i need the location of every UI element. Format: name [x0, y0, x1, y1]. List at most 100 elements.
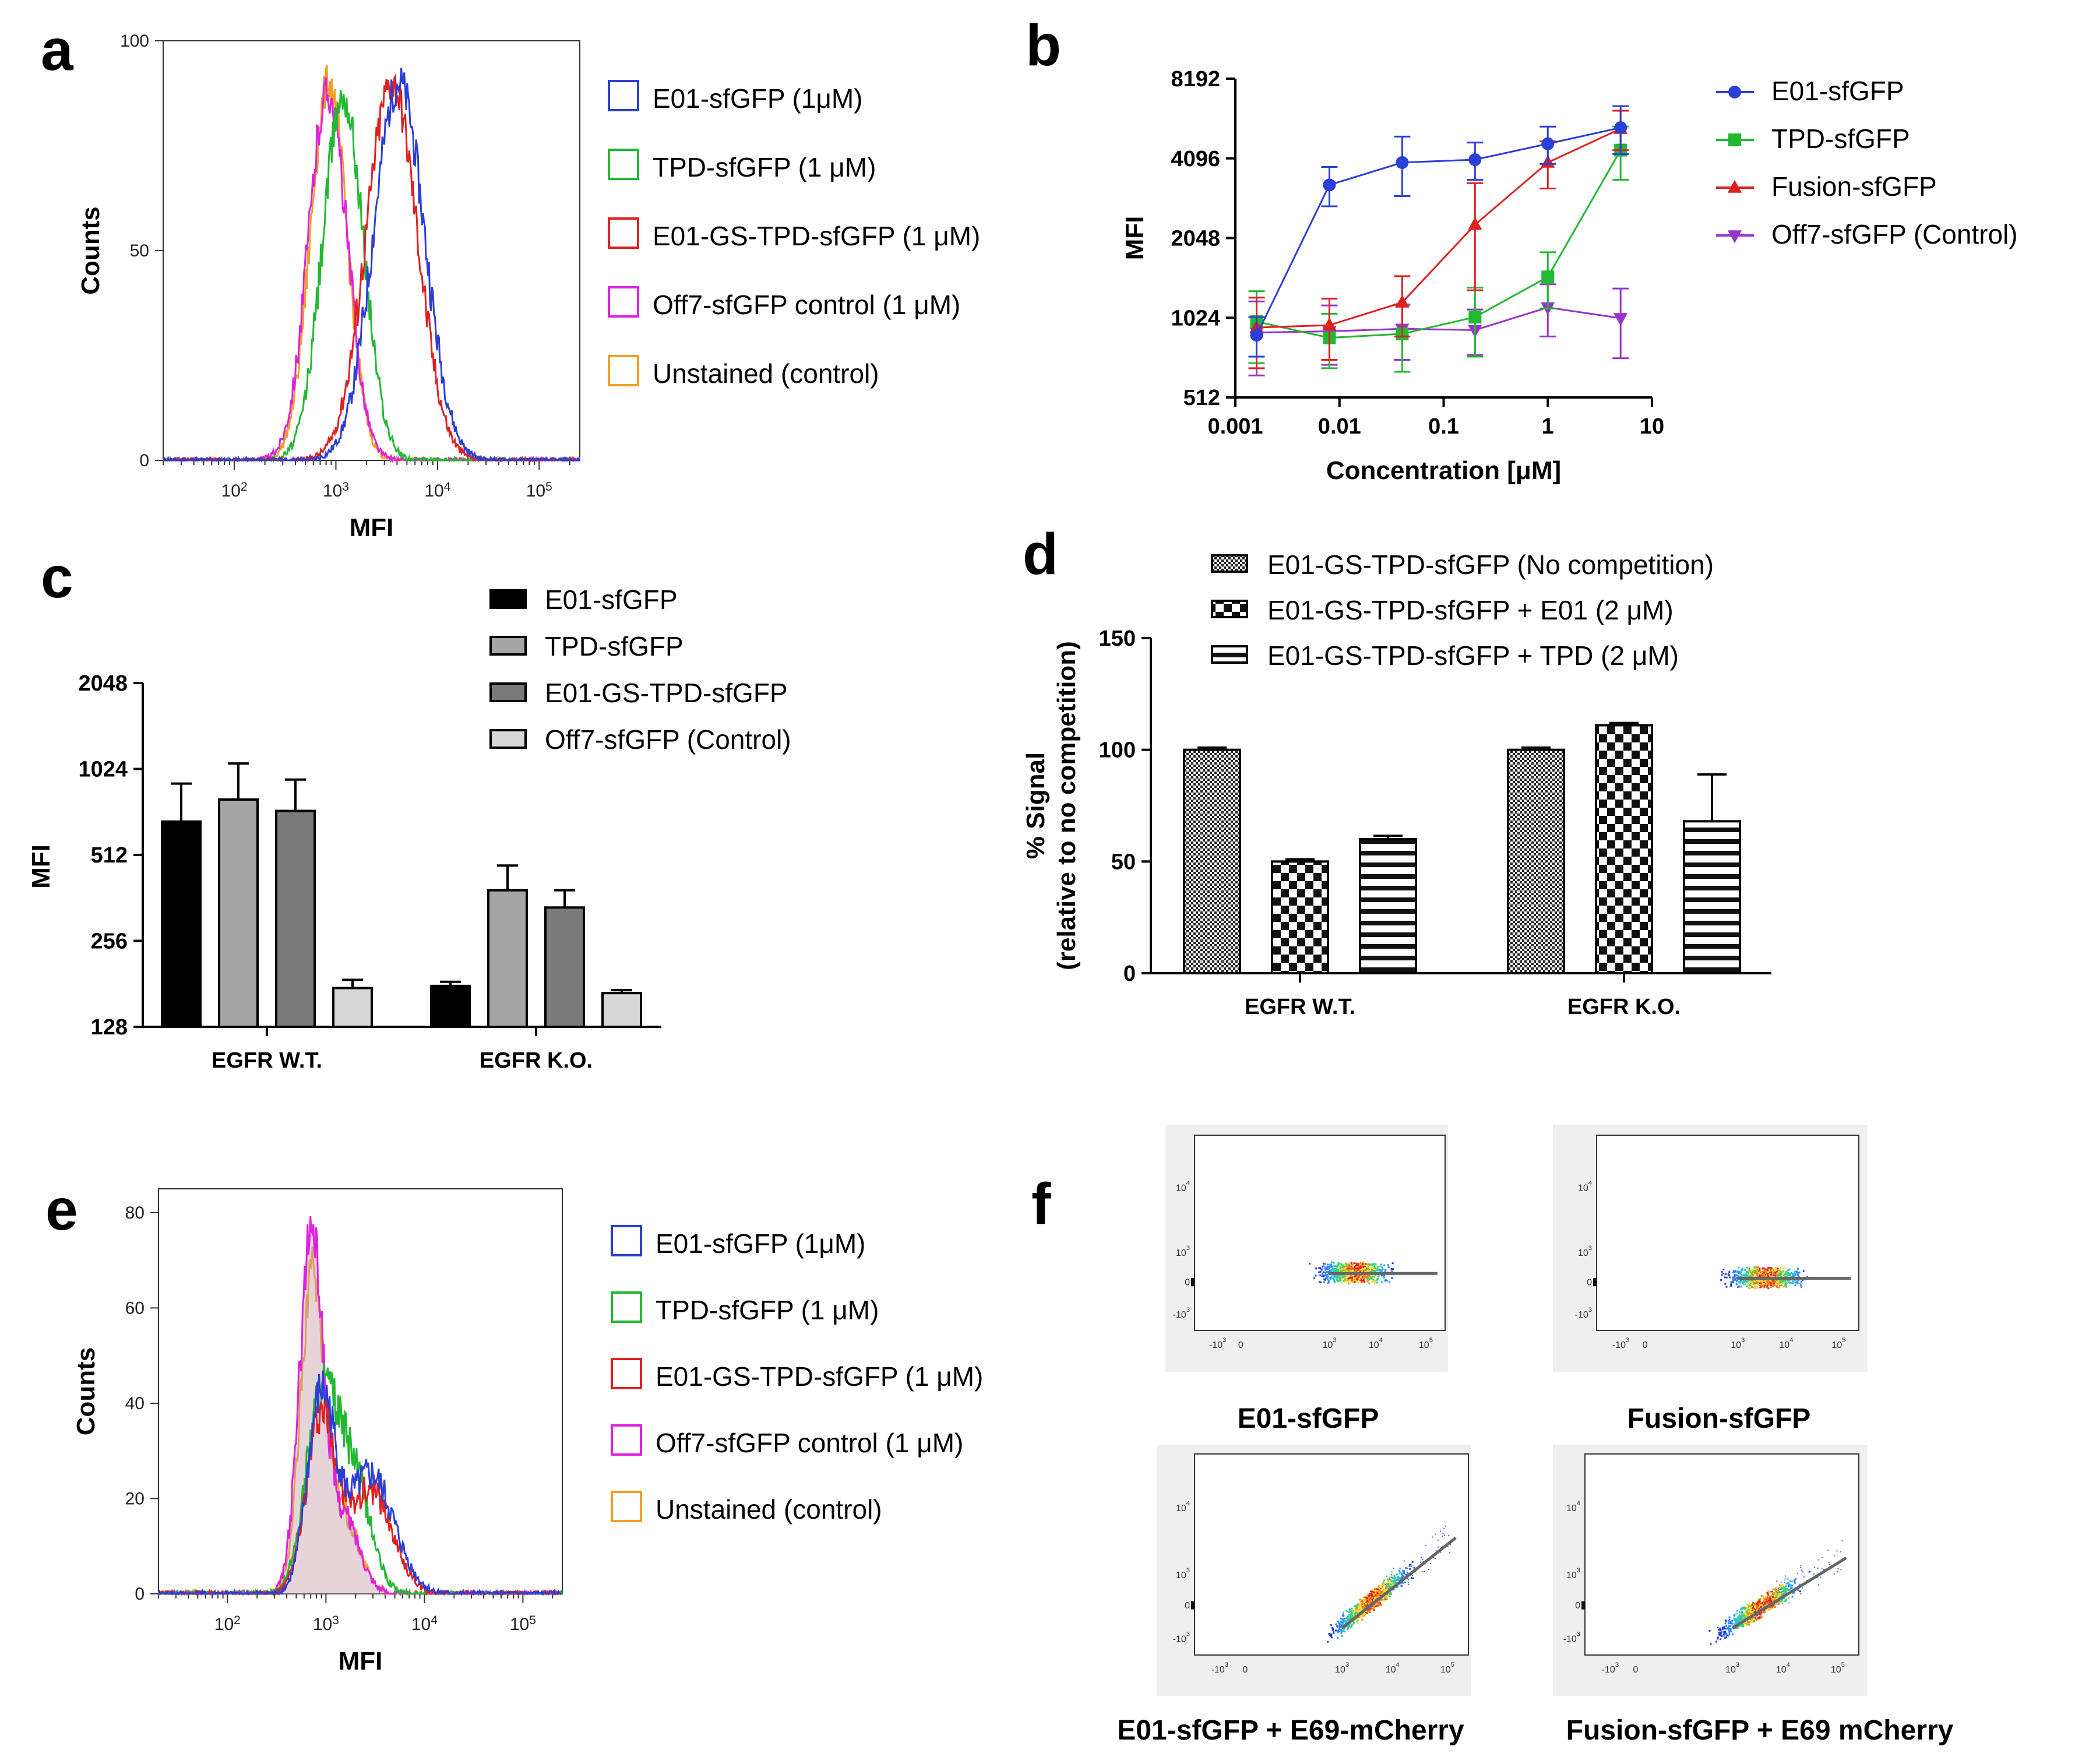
- scatter-point-f: [1375, 1602, 1378, 1604]
- scatter-point-f: [1732, 1269, 1735, 1272]
- scatter-point-f: [1354, 1610, 1356, 1612]
- scatter-point-f: [1750, 1273, 1753, 1275]
- scatter-outlier-f: [1827, 1550, 1829, 1551]
- scatter-point-f: [1734, 1271, 1736, 1273]
- scatter-point-f: [1775, 1279, 1778, 1281]
- y-tick-label-f-0-3: 104: [1176, 1179, 1190, 1193]
- scatter-point-f: [1762, 1273, 1764, 1275]
- y-tick-label-f-1-0: -103: [1575, 1307, 1592, 1320]
- scatter-point-f: [1736, 1612, 1738, 1615]
- scatter-point-f: [1409, 1564, 1411, 1566]
- scatter-outlier-f: [1425, 1544, 1427, 1546]
- scatter-point-f: [1350, 1263, 1352, 1265]
- scatter-point-f: [1772, 1270, 1774, 1273]
- scatter-point-f: [1775, 1276, 1778, 1278]
- scatter-outlier-f: [1814, 1566, 1816, 1568]
- scatter-point-f: [1384, 1270, 1386, 1273]
- scatter-point-f: [1782, 1592, 1785, 1594]
- scatter-point-f: [1764, 1596, 1767, 1598]
- scatter-point-f: [1757, 1266, 1759, 1269]
- scatter-point-f: [1373, 1263, 1376, 1265]
- scatter-outlier-f: [1778, 1584, 1780, 1586]
- scatter-point-f: [1359, 1601, 1362, 1604]
- scatter-outlier-f: [1817, 1559, 1819, 1561]
- scatter-point-f: [1715, 1640, 1717, 1643]
- scatter-point-f: [1736, 1621, 1739, 1623]
- scatter-point-f: [1775, 1286, 1777, 1288]
- scatter-point-f: [1721, 1271, 1723, 1273]
- scatter-point-f: [1764, 1602, 1766, 1604]
- scatter-point-f: [1319, 1281, 1321, 1283]
- scatter-frame-f-3: [1584, 1453, 1859, 1656]
- scatter-point-f: [1373, 1599, 1375, 1601]
- scatter-point-f: [1392, 1577, 1394, 1579]
- scatter-point-f: [1769, 1276, 1771, 1278]
- scatter-point-f: [1357, 1268, 1359, 1270]
- scatter-point-f: [1792, 1281, 1794, 1284]
- scatter-point-f: [1798, 1279, 1800, 1281]
- scatter-point-f: [1362, 1607, 1364, 1610]
- scatter-point-f: [1326, 1274, 1329, 1276]
- scatter-point-f: [1360, 1274, 1362, 1277]
- scatter-point-f: [1350, 1625, 1352, 1628]
- y-tick-label-d-2: 100: [1099, 738, 1136, 763]
- trend-line-f-3: [1731, 1557, 1847, 1630]
- scatter-point-f: [1717, 1636, 1719, 1639]
- scatter-point-f: [1335, 1623, 1337, 1625]
- scatter-point-f: [1723, 1628, 1725, 1630]
- scatter-point-f: [1770, 1608, 1772, 1610]
- scatter-point-f: [1342, 1615, 1344, 1617]
- scatter-point-f: [1708, 1629, 1711, 1632]
- scatter-point-f: [1396, 1577, 1398, 1579]
- scatter-point-f: [1331, 1626, 1333, 1629]
- scatter-outlier-f: [1401, 1585, 1403, 1586]
- scatter-point-f: [1732, 1280, 1734, 1283]
- scatter-point-f: [1330, 1266, 1333, 1269]
- scatter-point-f: [1751, 1274, 1753, 1276]
- scatter-point-f: [1347, 1281, 1350, 1283]
- scatter-point-f: [1329, 1265, 1331, 1267]
- scatter-point-f: [1390, 1592, 1392, 1594]
- scatter-point-f: [1739, 1619, 1742, 1622]
- scatter-point-f: [1775, 1594, 1778, 1597]
- scatter-point-f: [1771, 1273, 1773, 1276]
- scatter-point-f: [1368, 1263, 1371, 1266]
- legend-swatch-a-4: [608, 355, 639, 386]
- scatter-point-f: [1327, 1280, 1330, 1282]
- scatter-outlier-f: [1424, 1571, 1425, 1572]
- scatter-point-f: [1368, 1609, 1370, 1611]
- scatter-point-f: [1341, 1629, 1344, 1632]
- scatter-point-f: [1772, 1276, 1774, 1278]
- y-tick-label-f-2-2: 103: [1176, 1567, 1190, 1580]
- scatter-point-f: [1348, 1267, 1351, 1269]
- scatter-point-f: [1323, 1281, 1325, 1283]
- scatter-point-f: [1767, 1600, 1769, 1603]
- scatter-point-f: [1373, 1267, 1376, 1269]
- scatter-point-f: [1386, 1586, 1388, 1588]
- scatter-point-f: [1383, 1264, 1386, 1266]
- scatter-point-f: [1344, 1278, 1346, 1280]
- scatter-point-f: [1341, 1622, 1344, 1625]
- scatter-point-f: [1368, 1595, 1371, 1597]
- scatter-point-f: [1355, 1611, 1357, 1614]
- legend-marker-b-2: [1727, 179, 1742, 193]
- scatter-point-f: [1764, 1283, 1767, 1285]
- scatter-outlier-f: [1442, 1533, 1444, 1534]
- scatter-point-f: [1753, 1610, 1755, 1612]
- scatter-point-f: [1341, 1635, 1343, 1637]
- scatter-point-f: [1375, 1595, 1378, 1597]
- scatter-point-f: [1770, 1273, 1772, 1276]
- scatter-point-f: [1771, 1590, 1773, 1593]
- scatter-point-f: [1331, 1265, 1333, 1267]
- scatter-point-f: [1753, 1272, 1756, 1274]
- scatter-point-f: [1759, 1269, 1761, 1271]
- scatter-point-f: [1346, 1270, 1348, 1272]
- scatter-point-f: [1367, 1598, 1369, 1601]
- scatter-point-f: [1389, 1576, 1391, 1578]
- scatter-point-f: [1745, 1609, 1748, 1611]
- scatter-point-f: [1315, 1274, 1317, 1277]
- scatter-point-f: [1744, 1614, 1746, 1616]
- scatter-point-f: [1725, 1633, 1728, 1635]
- scatter-point-f: [1344, 1268, 1346, 1270]
- scatter-point-f: [1362, 1265, 1364, 1267]
